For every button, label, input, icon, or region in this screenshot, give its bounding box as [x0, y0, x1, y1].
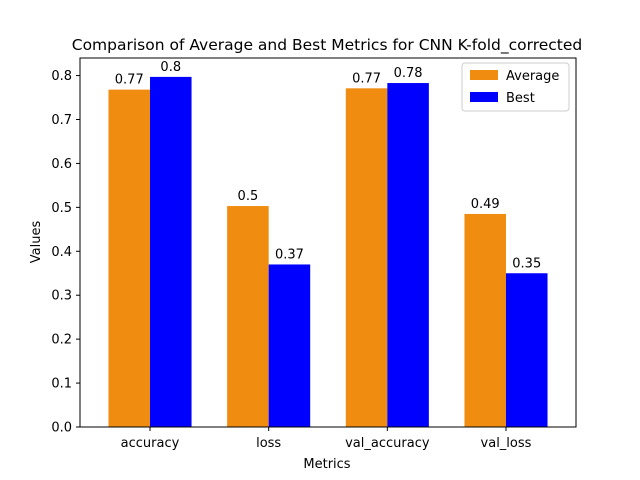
legend-label: Average — [506, 69, 559, 84]
bar-average-val_accuracy — [345, 88, 388, 427]
y-tick-label: 0.8 — [51, 69, 72, 84]
data-label: 0.77 — [352, 71, 381, 86]
y-tick-label: 0.1 — [51, 377, 72, 392]
data-label: 0.35 — [512, 256, 541, 271]
y-axis: 0.0 0.1 0.2 0.3 0.4 0.5 0.6 0.7 0.8 — [51, 69, 80, 436]
data-label: 0.77 — [115, 73, 144, 88]
y-tick-label: 0.3 — [51, 289, 72, 304]
legend-swatch-average — [470, 70, 498, 80]
data-label: 0.78 — [394, 66, 423, 81]
x-axis: accuracy loss val_accuracy val_loss — [121, 427, 532, 451]
data-label: 0.49 — [471, 197, 500, 212]
x-tick-label: loss — [256, 436, 281, 451]
bars-group: 0.77 0.5 0.77 0.49 0.8 0.37 0.78 0.35 — [108, 60, 548, 428]
legend: Average Best — [461, 62, 570, 112]
bar-average-accuracy — [108, 89, 151, 427]
y-tick-label: 0.2 — [51, 333, 72, 348]
legend-swatch-best — [470, 92, 498, 102]
bar-average-val_loss — [464, 213, 506, 427]
legend-label: Best — [506, 91, 535, 106]
data-label: 0.8 — [160, 60, 181, 75]
bar-best-val_accuracy — [387, 83, 429, 428]
plot-frame — [79, 57, 577, 428]
bar-best-loss — [268, 264, 311, 427]
y-tick-label: 0.5 — [51, 201, 72, 216]
y-tick-label: 0.0 — [51, 421, 72, 436]
y-axis-label: Values — [29, 221, 44, 264]
y-tick-label: 0.6 — [51, 157, 72, 172]
x-axis-label: Metrics — [303, 457, 350, 472]
y-tick-label: 0.4 — [51, 245, 72, 260]
x-tick-label: val_loss — [481, 436, 532, 451]
bar-average-loss — [227, 206, 269, 427]
chart-title: Comparison of Average and Best Metrics f… — [72, 36, 583, 55]
y-tick-label: 0.7 — [51, 113, 72, 128]
data-label: 0.5 — [238, 189, 259, 204]
bar-best-accuracy — [150, 76, 192, 427]
data-label: 0.37 — [275, 247, 304, 262]
x-tick-label: accuracy — [121, 436, 180, 451]
bar-best-val_loss — [505, 273, 548, 427]
x-tick-label: val_accuracy — [345, 436, 430, 451]
